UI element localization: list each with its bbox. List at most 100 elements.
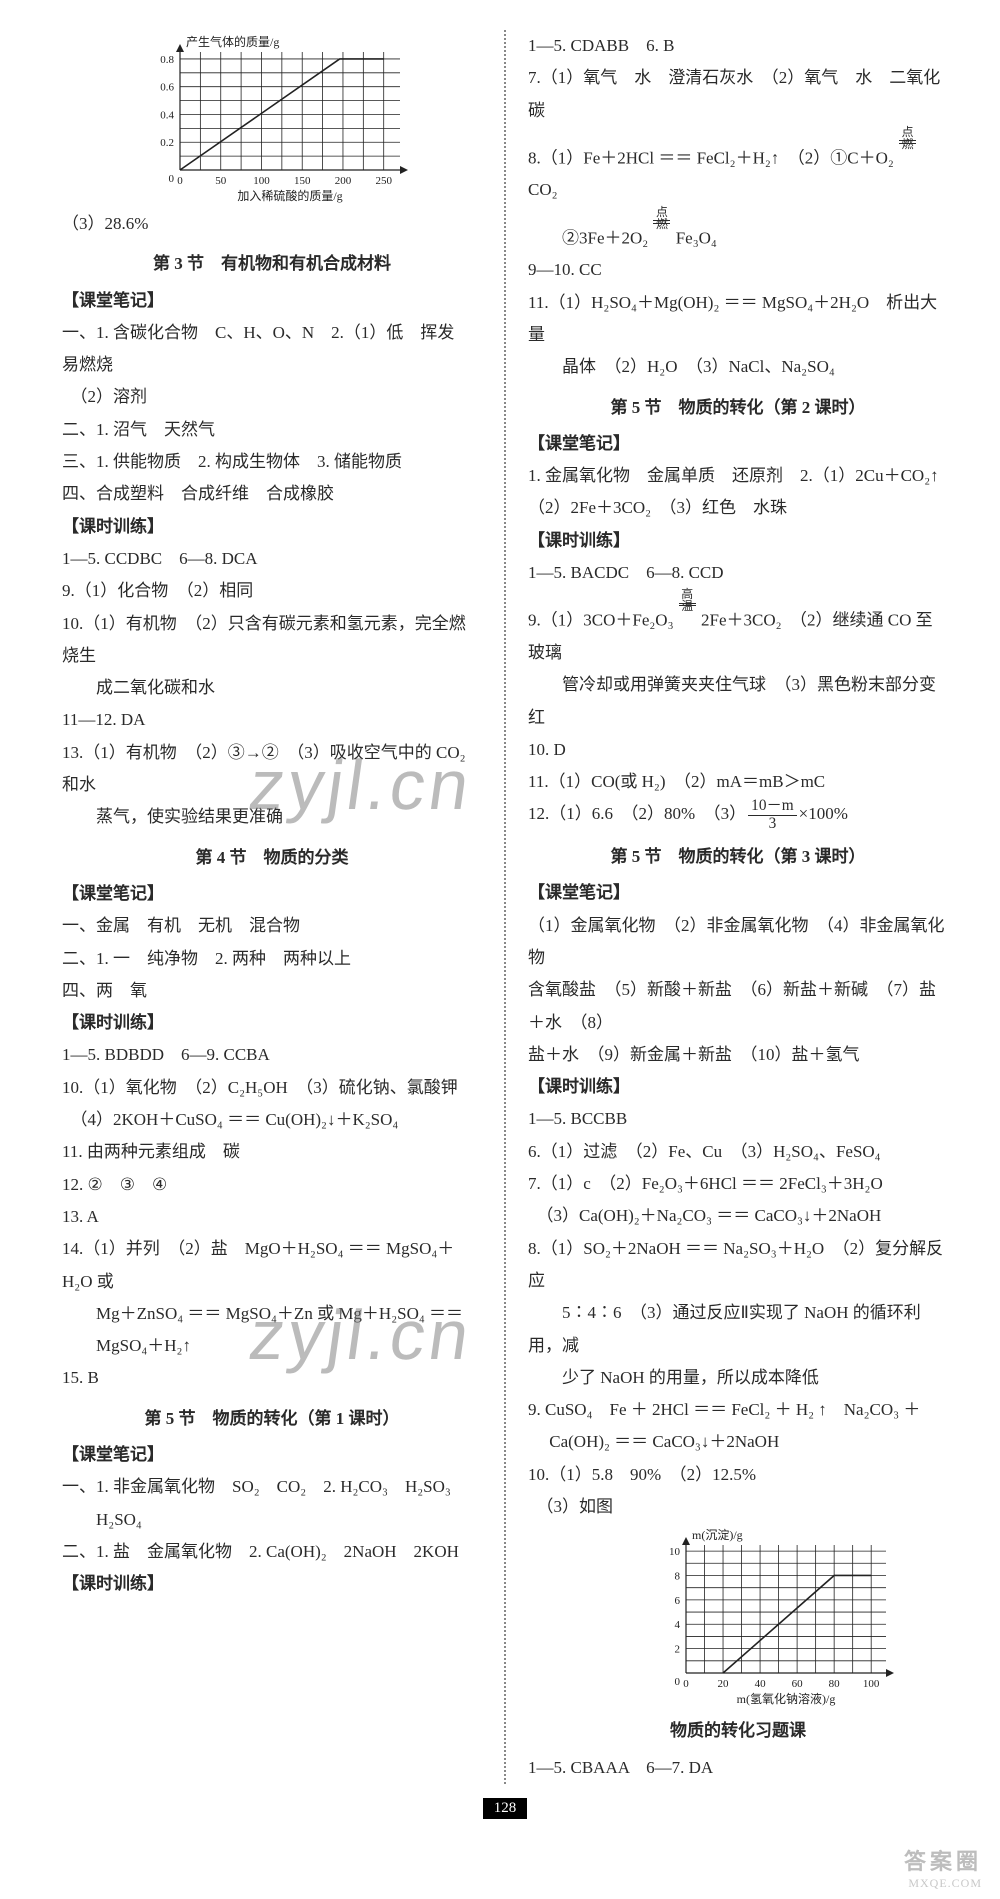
s5c-train-line: 9. CuSO₄ Fe ＋ 2HCl ＝＝ FeCl₂ ＋ H₂ ↑ Na₂CO… [528, 1394, 948, 1426]
section5a-title: 第 5 节 物质的转化（第 1 课时） [62, 1403, 482, 1435]
section4-train: 1—5. BDBDD 6—9. CCBA10.（1）氧化物 （2）C₂H₅OH … [62, 1039, 482, 1394]
s3-notes-line: 二、1. 沼气 天然气 [62, 414, 482, 446]
svg-text:m(氢氧化钠溶液)/g: m(氢氧化钠溶液)/g [737, 1691, 836, 1706]
s4-train-line: 15. B [62, 1362, 482, 1394]
svg-text:0: 0 [177, 175, 183, 187]
s5a-notes-line: H₂SO₄ [62, 1504, 482, 1536]
section5c-notes: （1）金属氧化物 （2）非金属氧化物 （4）非金属氧化物含氧酸盐 （5）新酸＋新… [528, 910, 948, 1071]
section5a-notes: 一、1. 非金属氧化物 SO₂ CO₂ 2. H₂CO₃ H₂SO₃ H₂SO₄… [62, 1471, 482, 1568]
notes-tag-4: 【课堂笔记】 [62, 878, 482, 910]
svg-text:40: 40 [755, 1678, 767, 1690]
s5c-train-line: 5∶4∶6 （3）通过反应Ⅱ实现了 NaOH 的循环利用，减 [528, 1297, 948, 1362]
svg-text:60: 60 [792, 1678, 804, 1690]
q12: 12.（1）6.6 （2）80% （3）10－m3×100% [528, 798, 948, 833]
notes-tag: 【课堂笔记】 [62, 285, 482, 317]
svg-text:0.4: 0.4 [160, 109, 174, 121]
s5c-train-line: （3）如图 [528, 1491, 948, 1523]
section5c-train: 1—5. BCCBB6.（1）过滤 （2）Fe、Cu （3）H₂SO₄、FeSO… [528, 1103, 948, 1523]
page: 0501001502002500.20.40.60.80加入稀硫酸的质量/g产生… [0, 0, 1000, 1899]
svg-text:200: 200 [335, 175, 352, 187]
s3-train-line: 11—12. DA [62, 704, 482, 736]
svg-text:100: 100 [863, 1678, 880, 1690]
q12-post: ×100% [799, 805, 848, 824]
svg-text:250: 250 [375, 175, 392, 187]
s5c-notes-line: （1）金属氧化物 （2）非金属氧化物 （4）非金属氧化物 [528, 910, 948, 975]
chart-bottom-svg: 0204060801002468100m(氢氧化钠溶液)/gm(沉淀)/g [638, 1527, 898, 1707]
s3-notes-line: 四、合成塑料 合成纤维 合成橡胶 [62, 478, 482, 510]
ans-28-6: （3）28.6% [62, 208, 482, 240]
s4-notes-line: 二、1. 一 纯净物 2. 两种 两种以上 [62, 943, 482, 975]
s5c-notes-line: 盐＋水 （9）新金属＋新盐 （10）盐＋氢气 [528, 1039, 948, 1071]
right-column: 1—5. CDABB 6. B7.（1）氧气 水 澄清石灰水 （2）氧气 水 二… [506, 30, 960, 1784]
svg-text:8: 8 [675, 1571, 681, 1583]
s5c-notes-line: 含氧酸盐 （5）新酸＋新盐 （6）新盐＋新碱 （7）盐＋水 （8） [528, 974, 948, 1039]
condition-hightemp: 高温 [679, 589, 696, 637]
s5c-train-line: Ca(OH)₂ ＝＝ CaCO₃↓＋2NaOH [528, 1426, 948, 1458]
s4-train-line: 11. 由两种元素组成 碳 [62, 1136, 482, 1168]
svg-text:0.8: 0.8 [160, 54, 174, 66]
s3-train-line: 成二氧化碳和水 [62, 672, 482, 704]
svg-text:0: 0 [169, 173, 175, 185]
svg-text:m(沉淀)/g: m(沉淀)/g [692, 1528, 743, 1542]
q8-line2: ②3Fe＋2O₂ 点燃 Fe₃O₄ [528, 207, 948, 255]
q9b-line2: 管冷却或用弹簧夹夹住气球 （3）黑色粉末部分变红 [528, 669, 948, 734]
s4-train-line: 14.（1）并列 （2）盐 MgO＋H₂SO₄ ＝＝ MgSO₄＋H₂O 或 [62, 1233, 482, 1298]
s5c-train-line: 10.（1）5.8 90% （2）12.5% [528, 1459, 948, 1491]
notes-tag-5a: 【课堂笔记】 [62, 1439, 482, 1471]
chart-gas-mass: 0501001502002500.20.40.60.80加入稀硫酸的质量/g产生… [132, 34, 482, 204]
s5c-train-line: 少了 NaOH 的用量，所以成本降低 [528, 1362, 948, 1394]
s4-train-line: MgSO₄＋H₂↑ [62, 1330, 482, 1362]
s3-notes-line: 一、1. 含碳化合物 C、H、O、N 2.（1）低 挥发 易燃烧 [62, 317, 482, 382]
s4-train-line: 12. ② ③ ④ [62, 1169, 482, 1201]
svg-text:100: 100 [253, 175, 270, 187]
svg-text:加入稀硫酸的质量/g: 加入稀硫酸的质量/g [237, 188, 342, 203]
svg-text:产生气体的质量/g: 产生气体的质量/g [186, 34, 279, 49]
s4-train-line: 13. A [62, 1201, 482, 1233]
right-pre-line: 1—5. CDABB 6. B [528, 30, 948, 62]
right-pre-lines: 1—5. CDABB 6. B7.（1）氧气 水 澄清石灰水 （2）氧气 水 二… [528, 30, 948, 127]
section3-train: 1—5. CCDBC 6—8. DCA9.（1）化合物 （2）相同10.（1）有… [62, 543, 482, 834]
train-tag-5b: 【课时训练】 [528, 525, 948, 557]
q10b: 10. D [528, 734, 948, 766]
s5c-train-line: 1—5. BCCBB [528, 1103, 948, 1135]
svg-text:6: 6 [675, 1595, 681, 1607]
two-column-layout: 0501001502002500.20.40.60.80加入稀硫酸的质量/g产生… [50, 30, 960, 1784]
page-number: 128 [483, 1798, 527, 1819]
s3-train-line: 13.（1）有机物 （2）③→② （3）吸收空气中的 CO₂ 和水 [62, 737, 482, 802]
svg-text:2: 2 [675, 1644, 681, 1656]
svg-text:4: 4 [675, 1620, 681, 1632]
right-pre-line: 7.（1）氧气 水 澄清石灰水 （2）氧气 水 二氧化碳 [528, 62, 948, 127]
s5c-train-line: 6.（1）过滤 （2）Fe、Cu （3）H₂SO₄、FeSO₄ [528, 1136, 948, 1168]
svg-text:0: 0 [683, 1678, 689, 1690]
train-tag-5a: 【课时训练】 [62, 1568, 482, 1600]
section3-title: 第 3 节 有机物和有机合成材料 [62, 248, 482, 280]
svg-text:50: 50 [215, 175, 227, 187]
chart-top-svg: 0501001502002500.20.40.60.80加入稀硫酸的质量/g产生… [132, 34, 412, 204]
s4-train-line: 10.（1）氧化物 （2）C₂H₅OH （3）硫化钠、氯酸钾 [62, 1072, 482, 1104]
s4-train-line: （4）2KOH＋CuSO₄ ＝＝ Cu(OH)₂↓＋K₂SO₄ [62, 1104, 482, 1136]
section5b-notes: 1. 金属氧化物 金属单质 还原剂 2.（1）2Cu＋CO₂↑（2）2Fe＋3C… [528, 460, 948, 525]
svg-text:80: 80 [829, 1678, 841, 1690]
q8-prefix: 8.（1）Fe＋2HCl ＝＝ FeCl₂＋H₂↑ （2）①C＋O₂ [528, 148, 898, 167]
q11b: 11.（1）CO(或 H₂) （2）mA＝mB＞mC [528, 766, 948, 798]
q11-line: 11.（1）H₂SO₄＋Mg(OH)₂ ＝＝ MgSO₄＋2H₂O 析出大量 [528, 287, 948, 352]
train-tag-4: 【课时训练】 [62, 1007, 482, 1039]
s4-notes-line: 一、金属 有机 无机 混合物 [62, 910, 482, 942]
q8l2-post: Fe₃O₄ [671, 228, 716, 247]
s5b-notes-line: （2）2Fe＋3CO₂ （3）红色 水珠 [528, 492, 948, 524]
q8l2-pre: ②3Fe＋2O₂ [528, 228, 652, 247]
q11-lines: 11.（1）H₂SO₄＋Mg(OH)₂ ＝＝ MgSO₄＋2H₂O 析出大量 晶… [528, 287, 948, 384]
footer-line1: 答案圈 [904, 1844, 982, 1876]
s5b-notes-line: 1. 金属氧化物 金属单质 还原剂 2.（1）2Cu＋CO₂↑ [528, 460, 948, 492]
notes-tag-5b: 【课堂笔记】 [528, 428, 948, 460]
svg-text:10: 10 [669, 1546, 681, 1558]
q11-line: 晶体 （2）H₂O （3）NaCl、Na₂SO₄ [528, 351, 948, 383]
section5d-title: 物质的转化习题课 [528, 1715, 948, 1747]
q12-fraction: 10－m3 [748, 798, 797, 833]
section3-notes: 一、1. 含碳化合物 C、H、O、N 2.（1）低 挥发 易燃烧 （2）溶剂二、… [62, 317, 482, 511]
s3-train-line: 蒸气，使实验结果更准确 [62, 801, 482, 833]
chart-precipitate: 0204060801002468100m(氢氧化钠溶液)/gm(沉淀)/g [588, 1527, 948, 1707]
s5c-train-line: 7.（1）c （2）Fe₂O₃＋6HCl ＝＝ 2FeCl₃＋3H₂O [528, 1168, 948, 1200]
q12-pre: 12.（1）6.6 （2）80% （3） [528, 805, 746, 824]
s3-train-line: 1—5. CCDBC 6—8. DCA [62, 543, 482, 575]
